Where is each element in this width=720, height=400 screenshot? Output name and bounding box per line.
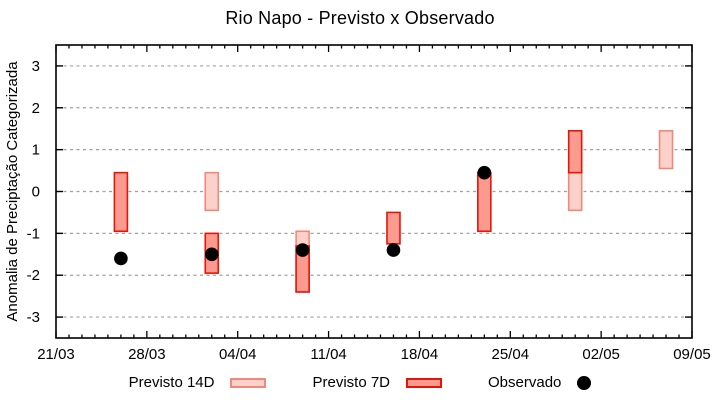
y-tick-label: -2 xyxy=(27,267,40,284)
legend: Previsto 14D Previsto 7D Observado xyxy=(0,374,720,391)
x-tick-label: 02/05 xyxy=(582,346,620,363)
y-tick-label: 3 xyxy=(32,58,40,75)
x-tick-label: 09/05 xyxy=(673,346,711,363)
forecast-7d-bar xyxy=(567,130,583,174)
observed-point xyxy=(477,165,492,180)
observed-point xyxy=(386,243,401,257)
forecast-7d-swatch xyxy=(406,377,443,388)
y-tick-label: 1 xyxy=(32,142,40,159)
y-axis-label: Anomalia de Preciptação Categorizada xyxy=(4,61,21,322)
legend-label-previsto-7d: Previsto 7D xyxy=(312,374,391,391)
forecast-14d-bar xyxy=(658,130,674,170)
x-tick-label: 25/04 xyxy=(492,346,530,363)
plot-border xyxy=(55,44,693,339)
x-tick-label: 28/03 xyxy=(128,346,166,363)
forecast-7d-bar xyxy=(477,171,492,233)
y-tick-label: -1 xyxy=(27,225,40,242)
legend-label-previsto-14d: Previsto 14D xyxy=(128,374,215,391)
forecast-7d-bar xyxy=(386,211,401,245)
legend-item-previsto-14d: Previsto 14D xyxy=(129,374,267,391)
x-tick-label: 18/04 xyxy=(401,346,439,363)
legend-item-observado: Observado xyxy=(488,374,592,391)
observed-dot-swatch xyxy=(577,375,592,390)
legend-label-observado: Observado xyxy=(488,374,562,391)
y-tick-label: -3 xyxy=(27,309,40,326)
forecast-14d-bar xyxy=(204,171,220,212)
x-tick-label: 04/04 xyxy=(219,346,257,363)
forecast-14d-swatch xyxy=(230,377,267,388)
x-tick-label: 21/03 xyxy=(37,346,75,363)
observed-point xyxy=(295,243,310,257)
y-tick-label: 0 xyxy=(32,184,40,201)
forecast-14d-bar xyxy=(567,171,583,212)
y-tick-label: 2 xyxy=(32,100,40,117)
chart-title: Rio Napo - Previsto x Observado xyxy=(225,8,495,28)
observed-point xyxy=(114,251,128,266)
x-tick-label: 11/04 xyxy=(310,346,346,363)
legend-item-previsto-7d: Previsto 7D xyxy=(312,374,443,391)
forecast-7d-bar xyxy=(113,171,129,233)
observed-point xyxy=(204,247,219,262)
